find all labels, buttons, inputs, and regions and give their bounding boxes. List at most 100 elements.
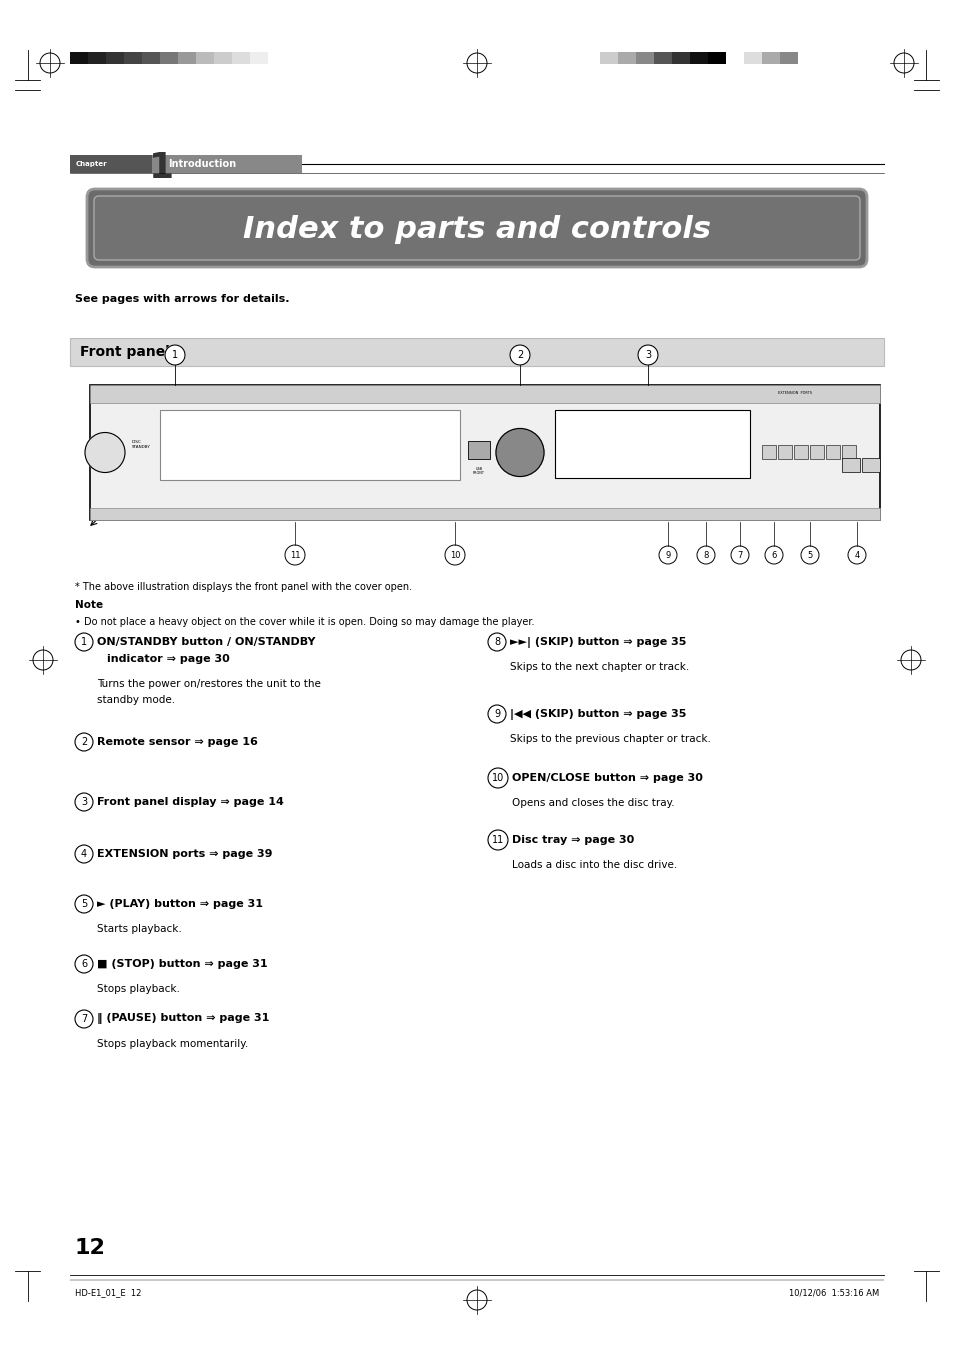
Text: 8: 8 — [494, 638, 499, 647]
Circle shape — [75, 894, 92, 913]
Text: EXTENSION  PORTS: EXTENSION PORTS — [778, 390, 811, 394]
Text: • Do not place a heavy object on the cover while it is open. Doing so may damage: • Do not place a heavy object on the cov… — [75, 617, 534, 627]
Bar — [90, 385, 879, 520]
Circle shape — [847, 546, 865, 563]
Bar — [654, 51, 671, 63]
Text: 11: 11 — [290, 550, 300, 559]
Text: 7: 7 — [81, 1015, 87, 1024]
Text: 3: 3 — [644, 350, 650, 359]
Bar — [152, 155, 302, 173]
Text: 1: 1 — [150, 151, 174, 185]
Bar — [809, 444, 823, 458]
Text: 5: 5 — [806, 550, 812, 559]
Bar — [142, 51, 160, 63]
Text: Front panel: Front panel — [80, 345, 170, 359]
Bar — [599, 51, 618, 63]
Bar — [743, 51, 761, 63]
Text: Turns the power on/restores the unit to the: Turns the power on/restores the unit to … — [97, 680, 320, 689]
Circle shape — [75, 793, 92, 811]
Circle shape — [764, 546, 782, 563]
Text: Front panel display ⇒ page 14: Front panel display ⇒ page 14 — [97, 797, 284, 807]
Text: EXTENSION ports ⇒ page 39: EXTENSION ports ⇒ page 39 — [97, 848, 273, 859]
Bar — [88, 51, 106, 63]
Circle shape — [488, 705, 505, 723]
Circle shape — [444, 544, 464, 565]
Text: 1: 1 — [172, 350, 178, 359]
Circle shape — [85, 432, 125, 473]
Circle shape — [638, 345, 658, 365]
Bar — [106, 51, 124, 63]
Bar — [725, 51, 743, 63]
Circle shape — [75, 844, 92, 863]
Text: Stops playback momentarily.: Stops playback momentarily. — [97, 1039, 248, 1048]
Circle shape — [510, 345, 530, 365]
Text: 4: 4 — [854, 550, 859, 559]
Text: 9: 9 — [494, 709, 499, 719]
Bar — [178, 51, 195, 63]
Circle shape — [285, 544, 305, 565]
Bar — [841, 444, 855, 458]
Text: 9: 9 — [664, 550, 670, 559]
Text: 4: 4 — [81, 848, 87, 859]
Bar — [160, 51, 178, 63]
Text: * The above illustration displays the front panel with the cover open.: * The above illustration displays the fr… — [75, 582, 412, 592]
Bar — [636, 51, 654, 63]
Circle shape — [488, 830, 507, 850]
Text: Disc tray ⇒ page 30: Disc tray ⇒ page 30 — [512, 835, 634, 844]
Bar — [213, 51, 232, 63]
Text: 1: 1 — [81, 638, 87, 647]
Text: 12: 12 — [75, 1238, 106, 1258]
Text: 2: 2 — [81, 738, 87, 747]
Text: |◀◀ (SKIP) button ⇒ page 35: |◀◀ (SKIP) button ⇒ page 35 — [510, 708, 685, 720]
Text: HD-E1_01_E  12: HD-E1_01_E 12 — [75, 1288, 141, 1297]
Circle shape — [801, 546, 818, 563]
Text: 6: 6 — [771, 550, 776, 559]
Text: Skips to the previous chapter or track.: Skips to the previous chapter or track. — [510, 734, 710, 744]
Text: 8: 8 — [702, 550, 708, 559]
Bar — [671, 51, 689, 63]
Text: OPEN/CLOSE button ⇒ page 30: OPEN/CLOSE button ⇒ page 30 — [512, 773, 702, 784]
Bar — [761, 444, 775, 458]
Circle shape — [659, 546, 677, 563]
Circle shape — [488, 634, 505, 651]
Text: Starts playback.: Starts playback. — [97, 924, 182, 934]
Circle shape — [730, 546, 748, 563]
Text: Loads a disc into the disc drive.: Loads a disc into the disc drive. — [512, 861, 677, 870]
FancyBboxPatch shape — [87, 189, 866, 267]
Bar — [70, 338, 883, 366]
Text: 7: 7 — [737, 550, 741, 559]
Bar — [780, 51, 797, 63]
Circle shape — [488, 767, 507, 788]
Bar — [689, 51, 707, 63]
Text: Index to parts and controls: Index to parts and controls — [243, 216, 710, 245]
Text: See pages with arrows for details.: See pages with arrows for details. — [75, 295, 289, 304]
Bar — [555, 409, 749, 478]
Bar — [124, 51, 142, 63]
Bar — [90, 385, 879, 403]
Text: Chapter: Chapter — [76, 161, 108, 168]
Bar — [468, 440, 490, 458]
Text: 10/12/06  1:53:16 AM: 10/12/06 1:53:16 AM — [788, 1288, 878, 1297]
Bar — [160, 409, 459, 480]
Circle shape — [165, 345, 185, 365]
Bar — [707, 51, 725, 63]
Bar — [618, 51, 636, 63]
Circle shape — [75, 634, 92, 651]
Text: USB
FRONT: USB FRONT — [473, 466, 484, 476]
Text: ‖ (PAUSE) button ⇒ page 31: ‖ (PAUSE) button ⇒ page 31 — [97, 1013, 269, 1024]
Bar — [250, 51, 268, 63]
Circle shape — [697, 546, 714, 563]
Bar — [862, 458, 879, 471]
Text: Stops playback.: Stops playback. — [97, 984, 180, 994]
Text: standby mode.: standby mode. — [97, 694, 175, 705]
Bar — [778, 444, 791, 458]
Bar — [90, 508, 879, 520]
Text: Skips to the next chapter or track.: Skips to the next chapter or track. — [510, 662, 688, 671]
Text: Remote sensor ⇒ page 16: Remote sensor ⇒ page 16 — [97, 738, 257, 747]
Text: Opens and closes the disc tray.: Opens and closes the disc tray. — [512, 798, 674, 808]
Text: 2: 2 — [517, 350, 522, 359]
Text: 11: 11 — [492, 835, 503, 844]
Bar — [70, 51, 88, 63]
Circle shape — [496, 428, 543, 477]
FancyBboxPatch shape — [94, 196, 859, 259]
